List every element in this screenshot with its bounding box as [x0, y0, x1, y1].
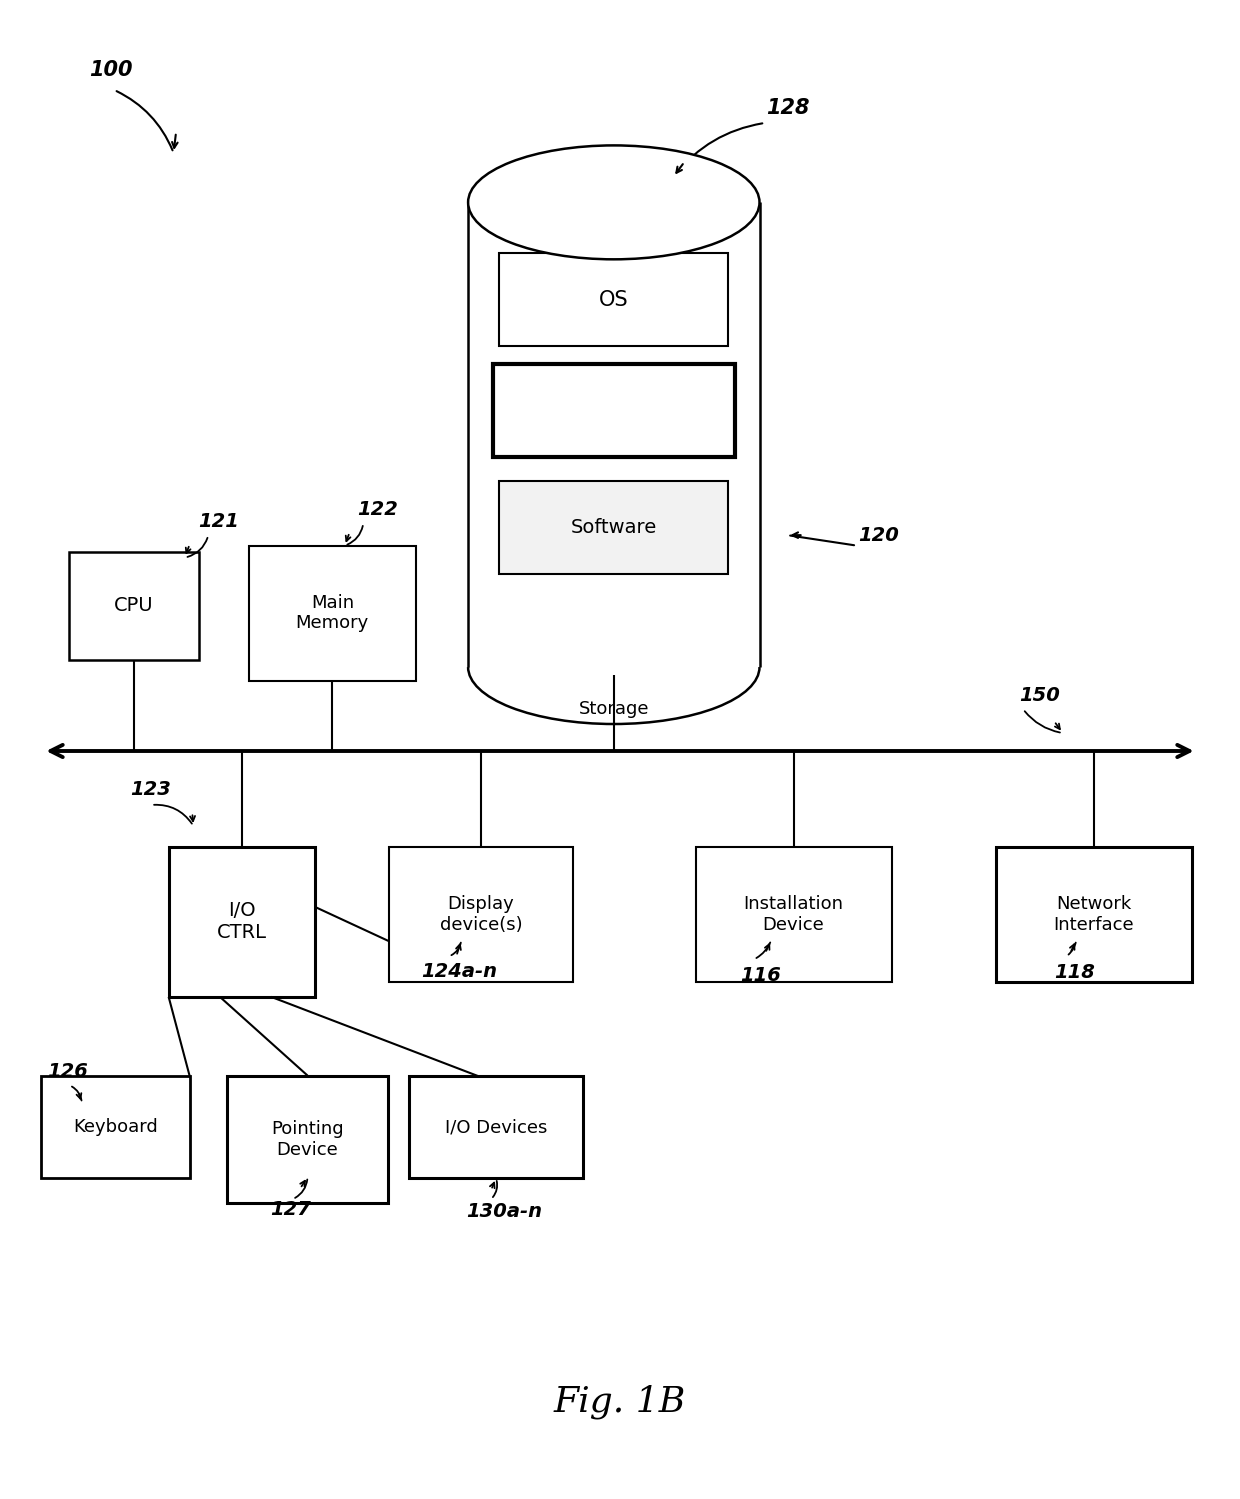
Bar	[409, 1076, 583, 1178]
Text: Network
Interface: Network Interface	[1053, 895, 1135, 934]
Bar	[498, 481, 728, 574]
FancyArrowPatch shape	[756, 943, 770, 958]
Bar	[696, 847, 892, 982]
Bar	[248, 546, 415, 681]
Bar	[498, 253, 728, 346]
FancyArrowPatch shape	[295, 1180, 308, 1198]
Text: 118: 118	[1054, 964, 1095, 982]
Text: 128: 128	[766, 97, 810, 118]
FancyArrowPatch shape	[347, 526, 363, 544]
Bar	[389, 847, 573, 982]
FancyArrowPatch shape	[154, 805, 192, 823]
Bar	[69, 552, 200, 660]
Text: 120: 120	[858, 526, 899, 544]
Text: 150: 150	[1019, 687, 1060, 705]
Bar	[169, 847, 315, 997]
FancyArrowPatch shape	[117, 91, 172, 150]
Text: 123: 123	[130, 781, 171, 799]
Text: Main
Memory: Main Memory	[295, 594, 370, 633]
Text: 100: 100	[89, 60, 133, 81]
Text: Installation
Device: Installation Device	[744, 895, 843, 934]
FancyArrowPatch shape	[675, 123, 763, 175]
FancyArrowPatch shape	[790, 535, 854, 546]
FancyArrowPatch shape	[72, 1087, 82, 1100]
Text: Fig. 1B: Fig. 1B	[554, 1384, 686, 1420]
Text: CPU: CPU	[114, 597, 154, 615]
FancyArrowPatch shape	[1069, 943, 1076, 955]
Ellipse shape	[467, 145, 759, 259]
Bar	[227, 1076, 388, 1202]
Text: I/O
CTRL: I/O CTRL	[217, 901, 267, 943]
Text: Display
device(s): Display device(s)	[440, 895, 522, 934]
Text: 126: 126	[47, 1063, 88, 1081]
Text: 124a-n: 124a-n	[422, 962, 497, 980]
Text: 122: 122	[357, 501, 398, 519]
Text: Keyboard: Keyboard	[73, 1118, 157, 1136]
Text: Pointing
Device: Pointing Device	[272, 1120, 343, 1159]
Bar	[41, 1076, 190, 1178]
Text: Software: Software	[570, 519, 657, 537]
Text: OS: OS	[599, 289, 629, 310]
FancyArrowPatch shape	[187, 538, 207, 558]
Text: 130a-n: 130a-n	[466, 1202, 542, 1220]
Text: 116: 116	[740, 967, 781, 985]
FancyArrowPatch shape	[492, 1181, 497, 1198]
Text: Storage: Storage	[579, 700, 649, 718]
Text: 127: 127	[270, 1201, 311, 1219]
FancyArrowPatch shape	[1024, 711, 1060, 733]
Text: 121: 121	[198, 513, 239, 531]
FancyArrowPatch shape	[451, 943, 461, 955]
Text: I/O Devices: I/O Devices	[445, 1118, 547, 1136]
Bar	[996, 847, 1192, 982]
Bar	[492, 364, 734, 457]
